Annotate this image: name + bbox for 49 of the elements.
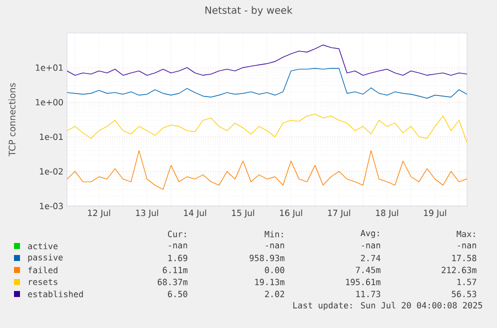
text: 6.50 xyxy=(168,290,188,298)
text: 1.57 xyxy=(457,278,476,286)
y-tick-label: 1e+01 xyxy=(36,64,63,71)
line-series xyxy=(67,44,468,76)
line-series xyxy=(67,114,468,143)
legend-label: failed xyxy=(28,266,58,274)
text: 2.74 xyxy=(361,254,380,262)
text: 17.58 xyxy=(452,254,476,262)
text: -nan xyxy=(362,244,380,248)
legend-label: established xyxy=(28,290,83,298)
text: Max: xyxy=(456,230,475,238)
legend-label: active xyxy=(28,242,58,250)
text: Min: xyxy=(264,230,283,238)
text: Cur: xyxy=(168,230,186,238)
text: 56.53 xyxy=(452,290,476,298)
text: 19.13m xyxy=(255,278,284,286)
text: 0.00 xyxy=(264,266,284,274)
legend-label: resets xyxy=(29,278,58,286)
legend-label: passive xyxy=(28,254,63,262)
text: 958.93m xyxy=(250,254,284,262)
x-tick-label: 16 Jul xyxy=(280,210,302,218)
text: 7.45m xyxy=(356,266,380,274)
x-tick-label: 19 Jul xyxy=(424,210,446,218)
y-tick-label: 1e-03 xyxy=(40,202,63,210)
text: Last update: Sun Jul 20 04:00:08 2025 xyxy=(293,302,482,310)
x-tick-label: 14 Jul xyxy=(184,210,206,218)
x-tick-label: 18 Jul xyxy=(376,210,398,218)
line-series xyxy=(67,150,468,190)
x-tick-label: 17 Jul xyxy=(328,210,350,218)
text: -nan xyxy=(458,244,476,248)
chart-title: Netstat - by week xyxy=(205,6,293,16)
text: 195.61m xyxy=(346,278,380,286)
y-tick-label: 1e-01 xyxy=(40,134,63,140)
text: -nan xyxy=(266,244,284,248)
text: 1.69 xyxy=(168,254,188,262)
text: 6.11m xyxy=(162,266,188,274)
x-tick-label: 15 Jul xyxy=(232,210,254,218)
x-tick-label: 12 Jul xyxy=(88,210,110,218)
text: 11.73 xyxy=(356,290,380,298)
y-tick-label: 1e-02 xyxy=(40,168,63,175)
line-series xyxy=(67,68,468,99)
y-tick-label: 1e+00 xyxy=(36,99,63,106)
y-axis-title: TCP connections xyxy=(8,83,16,156)
text: Avg: xyxy=(360,230,379,238)
text: 212.63m xyxy=(442,266,476,274)
text: 2.02 xyxy=(265,290,284,298)
text: 68.37m xyxy=(158,278,188,286)
x-tick-label: 13 Jul xyxy=(136,210,158,218)
text: -nan xyxy=(168,244,188,248)
